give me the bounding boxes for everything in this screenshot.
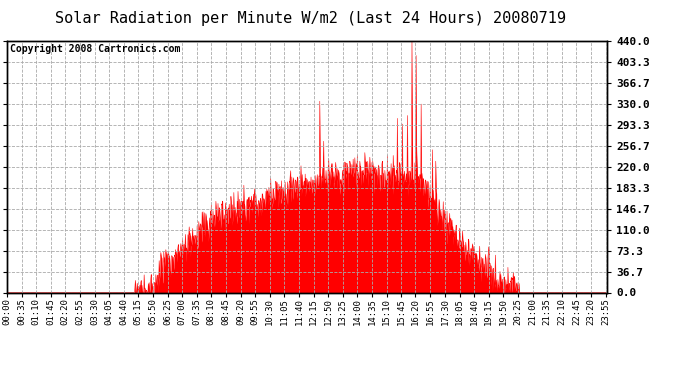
Text: Copyright 2008 Cartronics.com: Copyright 2008 Cartronics.com: [10, 44, 180, 54]
Text: Solar Radiation per Minute W/m2 (Last 24 Hours) 20080719: Solar Radiation per Minute W/m2 (Last 24…: [55, 11, 566, 26]
